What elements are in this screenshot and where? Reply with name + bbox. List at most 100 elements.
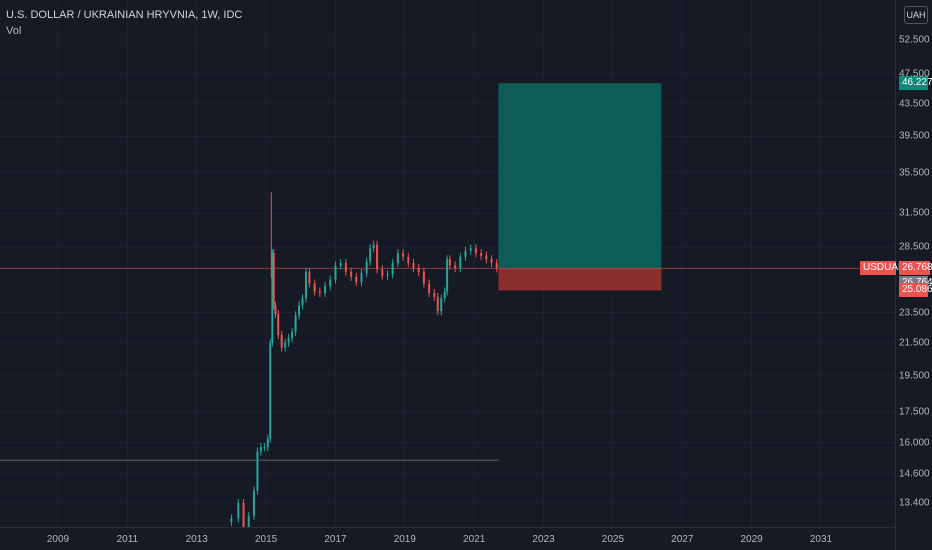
candle-body: [365, 261, 368, 274]
profit-zone: [498, 83, 662, 269]
candle-body: [247, 515, 250, 527]
candle-body: [433, 292, 436, 298]
candle-body: [318, 291, 321, 293]
candle-body: [230, 518, 233, 522]
candle-body: [490, 259, 493, 263]
time-tick-label: 2029: [740, 534, 763, 545]
candle-body: [428, 283, 431, 293]
price-chart[interactable]: [0, 0, 895, 527]
price-tick-label: 13.400: [899, 497, 930, 509]
price-tick-label: 23.500: [899, 307, 930, 319]
candle-body: [372, 244, 375, 249]
time-tick-label: 2023: [532, 534, 555, 545]
price-tick-label: 21.500: [899, 337, 930, 349]
candle-body: [443, 291, 446, 299]
candle-body: [269, 342, 272, 439]
price-tick-label: 28.500: [899, 241, 930, 253]
candle-body: [369, 248, 372, 262]
time-tick-label: 2027: [671, 534, 694, 545]
time-tick-label: 2025: [601, 534, 625, 545]
price-tick-label: 31.500: [899, 207, 930, 219]
candle-body: [407, 256, 410, 263]
candle-body: [350, 271, 353, 277]
candle-body: [334, 265, 337, 280]
time-tick-label: 2011: [116, 534, 139, 545]
price-tick-label: 16.000: [899, 437, 930, 449]
candle-body: [304, 271, 307, 299]
candle-body: [291, 331, 294, 338]
candle-body: [391, 262, 394, 275]
price-tick-label: 43.500: [899, 98, 930, 110]
candle-body: [440, 298, 443, 312]
candle-body: [324, 286, 327, 293]
time-tick-label: 2021: [463, 534, 486, 545]
symbol-name-badge: USDUAH: [860, 261, 905, 276]
candle-body: [280, 334, 283, 348]
price-tick-label: 17.500: [899, 406, 930, 418]
candle-body: [355, 276, 358, 283]
candle-body: [422, 271, 425, 284]
candle-body: [272, 253, 275, 306]
time-tick-label: 2031: [809, 534, 833, 545]
candle-body: [344, 262, 347, 272]
last-price-badge: 26.768: [899, 261, 932, 276]
candle-body: [277, 313, 280, 335]
candle-body: [287, 337, 290, 343]
candle-body: [469, 248, 472, 251]
candle-body: [263, 447, 266, 449]
time-tick-label: 2009: [46, 534, 70, 545]
time-tick-label: 2015: [254, 534, 278, 545]
candle-body: [308, 271, 311, 284]
price-tick-label: 39.500: [899, 130, 930, 142]
symbol-title[interactable]: U.S. DOLLAR / UKRAINIAN HRYVNIA, 1W, IDC: [6, 9, 243, 21]
candle-body: [242, 503, 245, 527]
candle-body: [436, 297, 439, 312]
candle-body: [446, 259, 449, 292]
currency-button[interactable]: UAH: [904, 6, 928, 24]
candle-body: [376, 244, 379, 270]
price-tick-label: 19.500: [899, 370, 930, 382]
candle-body: [485, 255, 488, 260]
candle-body: [386, 274, 389, 276]
candle-body: [237, 503, 240, 519]
candle-body: [313, 283, 316, 292]
candle-body: [360, 273, 363, 283]
candle-body: [271, 253, 274, 343]
price-tick-label: 14.600: [899, 468, 930, 480]
candle-body: [396, 253, 399, 263]
candle-body: [381, 269, 384, 276]
candle-body: [459, 256, 462, 268]
candle-body: [252, 490, 255, 516]
candle-body: [454, 265, 457, 268]
stop-price-badge: 25.086: [899, 283, 932, 298]
candle-body: [329, 279, 332, 287]
chart-pane[interactable]: U.S. DOLLAR / UKRAINIAN HRYVNIA, 1W, IDC…: [0, 0, 895, 527]
time-tick-label: 2013: [185, 534, 208, 545]
candle-body: [495, 262, 498, 269]
time-scale[interactable]: [0, 527, 895, 550]
loss-zone: [498, 268, 662, 291]
candle-body: [284, 342, 287, 348]
candle-body: [402, 253, 405, 257]
target-price-badge: 46.227: [899, 76, 932, 91]
time-tick-label: 2019: [393, 534, 416, 545]
candle-body: [301, 298, 304, 306]
candle-body: [274, 305, 277, 314]
candle-body: [448, 259, 451, 266]
time-tick-label: 2017: [324, 534, 347, 545]
candle-body: [266, 438, 269, 448]
volume-indicator-label[interactable]: Vol: [6, 25, 22, 37]
candle-body: [412, 262, 415, 268]
price-tick-label: 47.500: [899, 68, 930, 80]
candle-body: [259, 447, 262, 452]
candle-body: [339, 262, 342, 266]
candle-body: [294, 315, 297, 332]
price-tick-label: 52.500: [899, 34, 930, 46]
candle-body: [417, 267, 420, 272]
candle-body: [256, 451, 259, 491]
price-tick-label: 35.500: [899, 167, 930, 179]
candle-body: [298, 305, 301, 316]
candle-body: [480, 253, 483, 256]
candle-body: [464, 250, 467, 257]
candle-body: [474, 248, 477, 254]
